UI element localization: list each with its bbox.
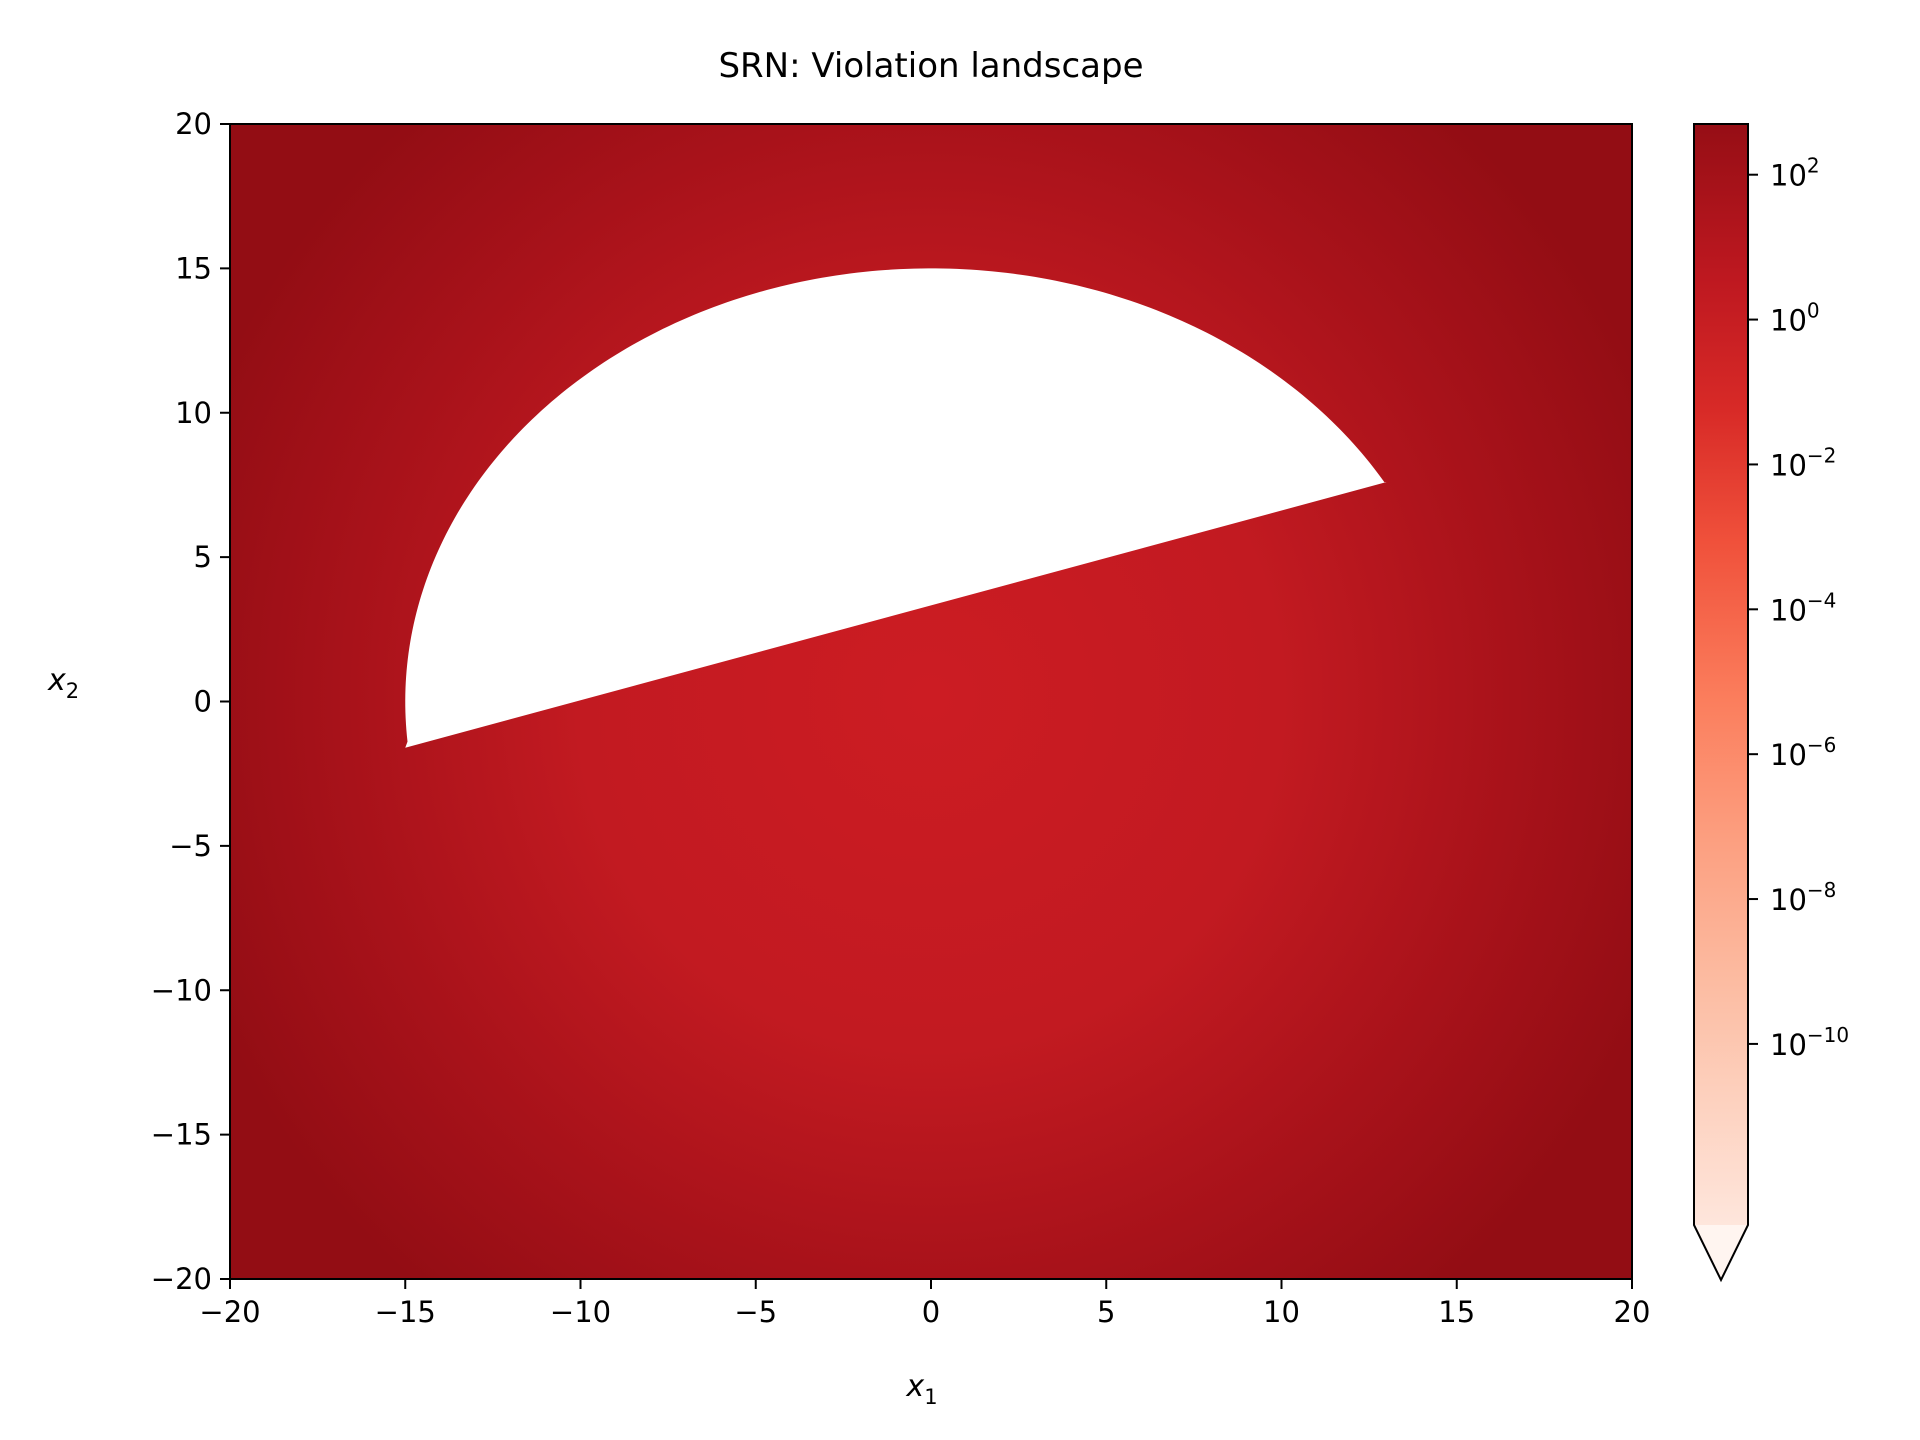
colorbar-tick-label: 102 — [1770, 154, 1820, 193]
colorbar-tick-label: 10−10 — [1770, 1023, 1849, 1062]
colorbar: 102 100 10−2 10−4 10−6 10−8 10−10 — [1693, 123, 1849, 1283]
x-tick-label: 15 — [1438, 1295, 1475, 1329]
y-tick-label: −20 — [151, 1262, 212, 1296]
x-axis-ticks: −20 −15 −10 −5 0 5 10 15 20 — [199, 1279, 1650, 1329]
x-tick-label: 5 — [1097, 1295, 1115, 1329]
colorbar-extend-triangle — [1694, 1225, 1748, 1280]
y-tick-label: 20 — [175, 107, 212, 141]
y-axis-ticks: 20 15 10 5 0 −5 −10 −15 −20 — [151, 107, 230, 1296]
colorbar-tick-label: 10−8 — [1770, 878, 1836, 917]
colorbar-tick-label: 10−6 — [1770, 733, 1836, 772]
y-tick-label: 10 — [175, 396, 212, 430]
y-tick-label: 0 — [194, 685, 212, 719]
y-tick-label: 5 — [194, 540, 212, 574]
feasible-region — [405, 268, 1387, 748]
y-tick-label: 15 — [175, 251, 212, 285]
y-tick-label: −15 — [151, 1118, 212, 1152]
colorbar-outline — [1693, 123, 1749, 1283]
x-tick-label: 0 — [922, 1295, 940, 1329]
x-tick-label: 20 — [1614, 1295, 1651, 1329]
y-axis-label: x2 — [47, 663, 79, 703]
x-axis-label: x1 — [905, 1369, 937, 1409]
x-tick-label: 10 — [1263, 1295, 1300, 1329]
colorbar-tick-label: 10−2 — [1770, 443, 1836, 482]
plot-area — [230, 124, 1632, 1279]
colorbar-tick-label: 100 — [1770, 299, 1820, 338]
x-tick-label: −10 — [550, 1295, 611, 1329]
x-tick-label: −20 — [199, 1295, 260, 1329]
colorbar-gradient — [1694, 124, 1748, 1226]
x-tick-label: −5 — [734, 1295, 777, 1329]
chart-title: SRN: Violation landscape — [718, 46, 1143, 86]
colorbar-ticks: 102 100 10−2 10−4 10−6 10−8 10−10 — [1748, 154, 1849, 1062]
y-tick-label: −5 — [169, 829, 212, 863]
colorbar-tick-label: 10−4 — [1770, 588, 1836, 627]
y-tick-label: −10 — [151, 973, 212, 1007]
x-tick-label: −15 — [375, 1295, 436, 1329]
